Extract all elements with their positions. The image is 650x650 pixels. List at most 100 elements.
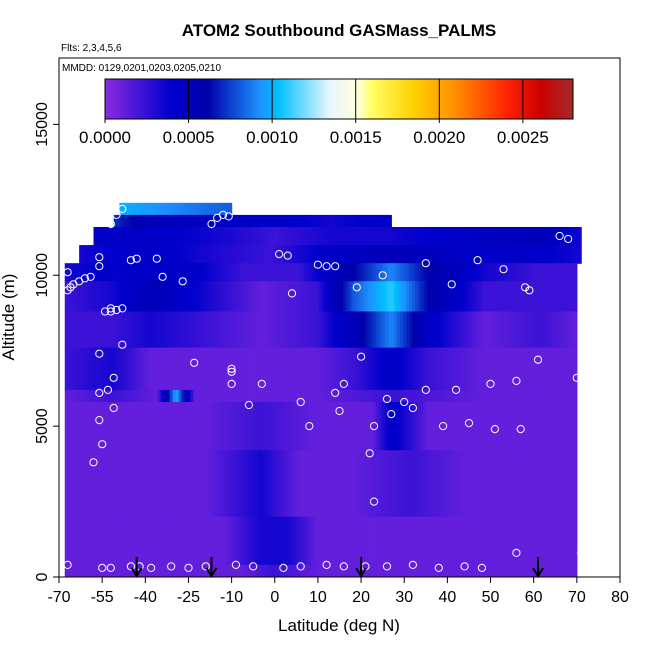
- heatmap-cell: [218, 214, 222, 228]
- heatmap-cell: [145, 450, 150, 518]
- heatmap-cell: [136, 516, 141, 566]
- sample-point: [369, 422, 379, 431]
- heatmap-cell: [121, 516, 126, 566]
- heatmap-cell: [573, 450, 578, 518]
- heatmap-cell: [217, 516, 222, 566]
- heatmap-cell: [112, 347, 117, 391]
- heatmap-cell: [340, 564, 344, 577]
- heatmap-cell: [259, 214, 264, 228]
- heatmap-cell: [138, 226, 142, 246]
- sample-point: [227, 367, 236, 376]
- heatmap-cell: [391, 450, 395, 518]
- heatmap-cell: [196, 389, 201, 403]
- heatmap-cell: [232, 450, 237, 518]
- heatmap-cell: [570, 347, 575, 391]
- heatmap-cell: [298, 347, 302, 391]
- heatmap-cell: [130, 347, 135, 391]
- heatmap-cell: [214, 389, 219, 403]
- heatmap-cell: [286, 389, 290, 403]
- heatmap-cell: [573, 311, 578, 349]
- heatmap-cell: [298, 401, 302, 451]
- heatmap-cell: [187, 245, 191, 264]
- heatmap-cell: [334, 564, 338, 577]
- heatmap-cell: [236, 214, 240, 228]
- heatmap-cell: [406, 389, 410, 403]
- heatmap-cell: [555, 450, 560, 518]
- x-tick-label: 80: [611, 589, 629, 606]
- heatmap-cell: [259, 564, 263, 577]
- heatmap-cell: [534, 281, 539, 313]
- heatmap-cell: [274, 347, 278, 391]
- heatmap-cell: [115, 401, 120, 451]
- heatmap-cell: [543, 450, 548, 518]
- heatmap-cell: [88, 401, 93, 451]
- heatmap-cell: [82, 401, 87, 451]
- heatmap-cell: [530, 245, 534, 264]
- heatmap-cell: [382, 214, 386, 228]
- heatmap-cell: [549, 311, 554, 349]
- sample-point: [98, 440, 107, 449]
- heatmap-cell: [158, 202, 163, 216]
- heatmap-cell: [82, 281, 87, 313]
- heatmap-cell: [406, 401, 410, 451]
- heatmap-cell: [319, 564, 323, 577]
- heatmap-cell: [510, 401, 515, 451]
- heatmap-cell: [516, 516, 521, 566]
- heatmap-cell: [510, 263, 515, 282]
- heatmap-cell: [64, 263, 69, 282]
- heatmap-cell: [533, 226, 537, 246]
- heatmap-cell: [487, 281, 491, 313]
- heatmap-cell: [531, 401, 536, 451]
- heatmap-cell: [289, 516, 293, 566]
- heatmap-cell: [515, 226, 519, 246]
- heatmap-cell: [337, 401, 341, 451]
- heatmap-cell: [85, 281, 90, 313]
- heatmap-cell: [552, 311, 557, 349]
- heatmap-cell: [310, 281, 314, 313]
- heatmap-cell: [133, 389, 138, 403]
- heatmap-cell: [457, 263, 461, 282]
- heatmap-cell: [256, 281, 260, 313]
- heatmap-cell: [295, 401, 299, 451]
- heatmap-cell: [137, 202, 142, 216]
- heatmap-cell: [241, 401, 246, 451]
- sample-point: [331, 388, 340, 397]
- heatmap-cell: [457, 516, 461, 566]
- heatmap-cell: [370, 389, 374, 403]
- heatmap-cell: [187, 311, 192, 349]
- heatmap-cell: [133, 281, 138, 313]
- heatmap-cell: [498, 450, 503, 518]
- heatmap-cell: [144, 226, 148, 246]
- heatmap-cell: [277, 281, 281, 313]
- heatmap-cell: [157, 347, 162, 391]
- heatmap-cell: [262, 347, 266, 391]
- heatmap-cell: [472, 450, 476, 518]
- heatmap-cell: [352, 516, 356, 566]
- heatmap-cell: [133, 347, 138, 391]
- heatmap-cell: [256, 263, 260, 282]
- heatmap-cell: [67, 263, 72, 282]
- heatmap-cell: [361, 516, 365, 566]
- sample-point: [66, 283, 75, 292]
- heatmap-cell: [217, 564, 222, 577]
- heatmap-cell: [421, 347, 425, 391]
- y-tick-label: 5000: [34, 408, 51, 444]
- heatmap-cell: [373, 564, 377, 577]
- heatmap-cell: [115, 516, 120, 566]
- heatmap-cell: [496, 245, 501, 264]
- heatmap-cell: [280, 311, 284, 349]
- heatmap-cell: [189, 202, 193, 216]
- heatmap-cell: [280, 516, 284, 566]
- heatmap-cell: [340, 516, 344, 566]
- heatmap-cell: [76, 516, 81, 566]
- heatmap-cell: [397, 401, 401, 451]
- heatmap-cell: [540, 516, 545, 566]
- heatmap-cell: [192, 226, 196, 246]
- heatmap-cell: [286, 281, 290, 313]
- heatmap-cell: [379, 281, 383, 313]
- heatmap-cell: [310, 245, 315, 264]
- heatmap-cell: [481, 311, 485, 349]
- heatmap-cell: [540, 564, 545, 577]
- heatmap-cell: [250, 564, 255, 577]
- heatmap-cell: [164, 214, 168, 228]
